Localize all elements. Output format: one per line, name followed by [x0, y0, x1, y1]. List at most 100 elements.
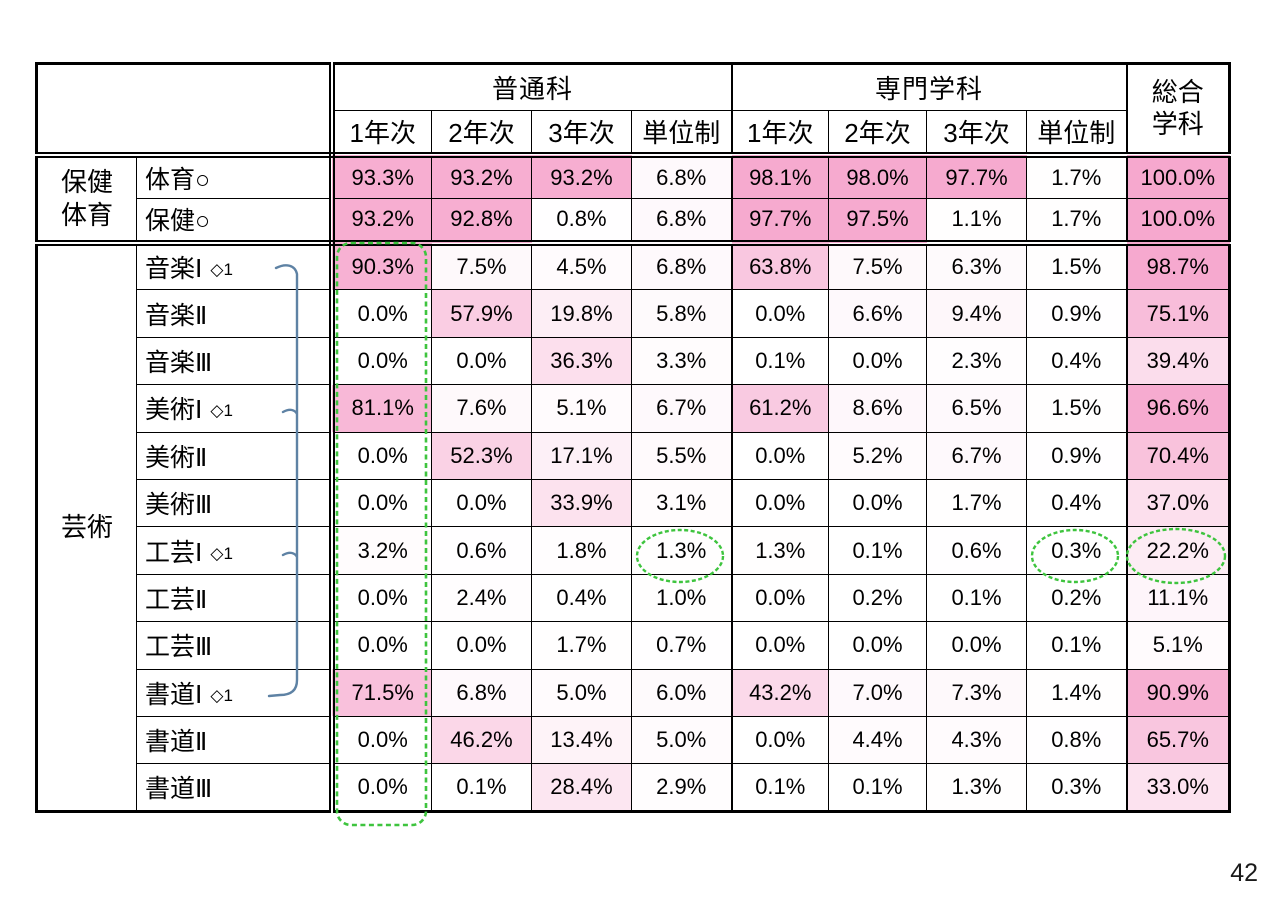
row-group-label: 芸術	[36, 242, 137, 812]
data-cell: 36.3%	[531, 336, 632, 386]
data-cell: 6.3%	[926, 241, 1028, 291]
data-cell: 0.0%	[331, 621, 432, 670]
data-cell: 3.2%	[331, 526, 432, 575]
corner-cell	[36, 63, 335, 158]
data-cell: 5.8%	[630, 289, 733, 338]
data-cell: 97.5%	[828, 198, 928, 246]
data-cell: 1.3%	[926, 763, 1028, 812]
col-header-specialized-credit: 単位制	[1026, 110, 1128, 158]
data-cell: 0.0%	[731, 431, 830, 480]
data-cell: 5.1%	[1126, 621, 1231, 670]
data-cell: 4.3%	[926, 715, 1028, 765]
data-cell: 98.7%	[1126, 241, 1231, 291]
data-cell: 0.0%	[331, 573, 432, 623]
data-cell: 37.0%	[1126, 478, 1231, 528]
row-label: 音楽Ⅰ ◇1	[136, 241, 335, 291]
row-group-label: 保健 体育	[36, 154, 137, 246]
row-label: 美術Ⅲ	[136, 478, 335, 528]
data-cell: 5.1%	[531, 384, 632, 433]
data-cell: 0.1%	[1026, 621, 1128, 670]
data-cell: 93.2%	[531, 154, 632, 199]
data-cell: 0.0%	[331, 478, 432, 528]
col-group-general: 普通科	[330, 63, 733, 111]
page-number: 42	[1230, 859, 1258, 887]
data-cell: 1.1%	[926, 198, 1028, 246]
data-cell: 92.8%	[431, 198, 532, 246]
col-header-specialized-year2: 2年次	[828, 110, 928, 158]
data-cell: 7.6%	[431, 384, 532, 433]
data-cell: 7.5%	[431, 241, 532, 291]
data-cell: 0.9%	[1026, 289, 1128, 338]
row-label: 美術Ⅱ	[136, 431, 335, 480]
data-cell: 0.1%	[431, 763, 532, 812]
data-cell: 100.0%	[1126, 198, 1231, 246]
data-cell: 70.4%	[1126, 431, 1231, 480]
data-cell: 0.0%	[331, 763, 432, 812]
data-cell: 0.0%	[331, 715, 432, 765]
data-cell: 0.1%	[828, 526, 928, 575]
data-cell: 39.4%	[1126, 336, 1231, 386]
data-cell: 6.8%	[630, 241, 733, 291]
data-cell: 3.3%	[630, 336, 733, 386]
data-cell: 1.8%	[531, 526, 632, 575]
data-cell: 6.7%	[630, 384, 733, 433]
data-cell: 0.8%	[531, 198, 632, 246]
row-label: 音楽Ⅲ	[136, 336, 335, 386]
diamond-note-marker: ◇1	[210, 260, 233, 280]
data-cell: 6.6%	[828, 289, 928, 338]
data-cell: 97.7%	[731, 198, 830, 246]
data-cell: 71.5%	[331, 668, 432, 717]
data-cell: 0.0%	[431, 621, 532, 670]
data-cell: 0.9%	[1026, 431, 1128, 480]
data-cell: 75.1%	[1126, 289, 1231, 338]
data-cell: 0.0%	[331, 336, 432, 386]
row-label: 書道Ⅲ	[136, 763, 335, 812]
data-cell: 0.2%	[1026, 573, 1128, 623]
col-header-general-year3: 3年次	[531, 110, 632, 158]
col-group-specialized: 専門学科	[731, 63, 1128, 111]
data-cell: 1.7%	[1026, 154, 1128, 199]
data-cell: 93.2%	[331, 198, 432, 246]
data-cell: 4.5%	[531, 241, 632, 291]
header-row-groups: 普通科 専門学科 総合 学科	[36, 63, 1231, 158]
data-cell: 0.0%	[828, 336, 928, 386]
data-cell: 7.0%	[828, 668, 928, 717]
data-cell: 46.2%	[431, 715, 532, 765]
data-cell: 28.4%	[531, 763, 632, 812]
results-table: 普通科 専門学科 総合 学科 1年次 2年次 3年次 単位制 1年次 2年次 3…	[35, 62, 1232, 813]
data-cell: 0.1%	[926, 573, 1028, 623]
data-cell: 33.9%	[531, 478, 632, 528]
data-cell: 6.5%	[926, 384, 1028, 433]
data-cell: 63.8%	[731, 241, 830, 291]
row-label: 音楽Ⅱ	[136, 289, 335, 338]
diamond-note-marker: ◇1	[210, 401, 233, 421]
data-cell: 0.0%	[731, 289, 830, 338]
data-cell: 33.0%	[1126, 763, 1231, 812]
data-cell: 0.3%	[1026, 526, 1128, 575]
table-row: 工芸Ⅰ ◇1 3.2% 0.6% 1.8% 1.3% 1.3% 0.1% 0.6% 0.3% 22.…	[37, 526, 1231, 575]
data-cell: 100.0%	[1126, 154, 1231, 199]
data-cell: 0.8%	[1026, 715, 1128, 765]
data-cell: 0.0%	[731, 621, 830, 670]
data-cell: 0.7%	[630, 621, 733, 670]
data-cell: 22.2%	[1126, 526, 1231, 575]
data-cell: 6.8%	[630, 154, 733, 199]
data-cell: 5.0%	[630, 715, 733, 765]
data-cell: 0.0%	[828, 478, 928, 528]
data-cell: 4.4%	[828, 715, 928, 765]
row-label: 書道Ⅱ	[136, 715, 335, 765]
table-row: 音楽Ⅱ 0.0% 57.9% 19.8% 5.8% 0.0% 6.6% 9.4% 0.9% 75.…	[37, 289, 1231, 338]
col-header-general-credit: 単位制	[630, 110, 733, 158]
table-row: 工芸Ⅲ 0.0% 0.0% 1.7% 0.7% 0.0% 0.0% 0.0% 0.1% 5.1%	[37, 621, 1231, 670]
row-label: 保健○	[136, 198, 335, 246]
data-cell: 6.0%	[630, 668, 733, 717]
data-cell: 19.8%	[531, 289, 632, 338]
data-cell: 65.7%	[1126, 715, 1231, 765]
data-cell: 1.7%	[926, 478, 1028, 528]
data-cell: 0.4%	[1026, 336, 1128, 386]
data-cell: 0.0%	[731, 478, 830, 528]
col-header-general-year2: 2年次	[431, 110, 532, 158]
data-cell: 0.1%	[828, 763, 928, 812]
table-row: 書道Ⅰ ◇1 71.5% 6.8% 5.0% 6.0% 43.2% 7.0% 7.3% 1.4% 9…	[37, 668, 1231, 717]
